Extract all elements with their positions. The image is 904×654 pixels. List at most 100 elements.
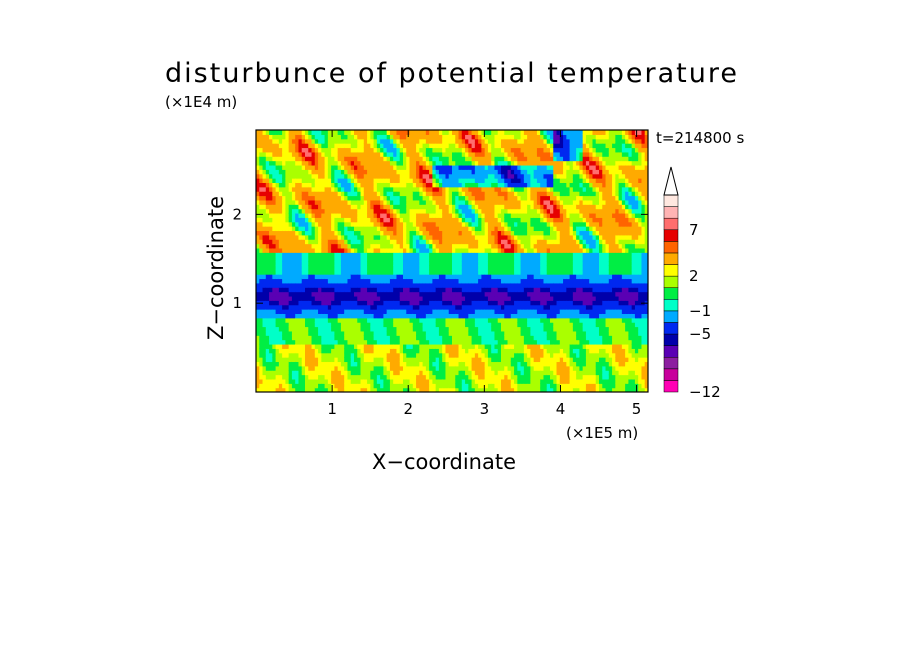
field-cell (278, 173, 283, 179)
field-cell (491, 186, 496, 192)
field-cell (272, 274, 277, 280)
field-cell (314, 348, 319, 354)
field-cell (422, 317, 427, 323)
field-cell (337, 173, 342, 179)
field-cell (256, 282, 260, 288)
field-cell (308, 130, 313, 135)
field-cell (350, 265, 355, 271)
field-cell (301, 199, 306, 205)
field-cell (497, 217, 502, 223)
field-cell (429, 330, 433, 336)
field-cell (363, 221, 368, 227)
field-cell (383, 138, 388, 144)
field-cell (311, 378, 316, 384)
field-cell (416, 212, 420, 218)
field-cell (510, 182, 515, 188)
field-cell (380, 282, 384, 288)
field-cell (494, 239, 499, 245)
field-cell (501, 309, 505, 314)
field-cell (278, 156, 283, 162)
field-cell (288, 378, 293, 384)
field-cell (288, 156, 293, 162)
field-cell (354, 195, 358, 201)
field-cell (360, 304, 365, 310)
field-cell (455, 199, 460, 205)
field-cell (308, 365, 313, 371)
field-cell (308, 143, 313, 149)
field-cell (288, 361, 293, 367)
field-cell (321, 339, 326, 345)
field-cell (494, 309, 499, 314)
field-cell (412, 156, 417, 162)
field-cell (504, 387, 509, 392)
field-cell (367, 191, 371, 197)
field-cell (432, 343, 437, 349)
field-cell (406, 217, 411, 223)
field-cell (452, 317, 456, 323)
field-cell (422, 326, 427, 332)
field-cell (494, 130, 499, 135)
field-cell (305, 370, 309, 376)
field-cell (298, 265, 303, 271)
field-cell (438, 265, 443, 271)
field-cell (367, 295, 371, 301)
field-cell (334, 261, 339, 266)
field-cell (288, 339, 293, 345)
field-cell (461, 295, 466, 301)
field-cell (403, 269, 407, 275)
field-cell (471, 322, 476, 328)
field-cell (301, 130, 306, 135)
field-cell (324, 252, 329, 258)
field-cell (458, 387, 463, 392)
field-cell (331, 147, 335, 153)
field-cell (291, 173, 296, 179)
field-cell (350, 365, 355, 371)
field-cell (474, 204, 479, 210)
field-cell (334, 230, 339, 236)
field-cell (324, 221, 329, 227)
field-cell (501, 173, 505, 179)
field-cell (269, 173, 273, 179)
field-cell (350, 326, 355, 332)
field-cell (275, 226, 280, 232)
field-cell (337, 317, 342, 323)
field-cell (350, 212, 355, 218)
field-cell (272, 335, 277, 341)
field-cell (396, 173, 401, 179)
field-cell (487, 178, 492, 183)
field-cell (389, 182, 394, 188)
field-cell (507, 348, 512, 354)
field-cell (448, 243, 453, 249)
field-cell (520, 287, 525, 293)
field-cell (340, 274, 345, 280)
field-cell (386, 265, 391, 271)
field-cell (471, 212, 476, 218)
field-cell (363, 348, 368, 354)
field-cell (256, 378, 260, 384)
field-cell (465, 156, 469, 162)
field-cell (357, 265, 362, 271)
field-cell (510, 221, 515, 227)
field-cell (298, 313, 303, 319)
field-cell (507, 147, 512, 153)
field-cell (314, 143, 319, 149)
field-cell (373, 252, 378, 258)
field-cell (429, 243, 433, 249)
field-cell (298, 322, 303, 328)
field-cell (256, 147, 260, 153)
field-cell (288, 217, 293, 223)
field-cell (507, 143, 512, 149)
field-cell (282, 378, 286, 384)
field-cell (295, 269, 300, 275)
field-cell (452, 182, 456, 188)
field-cell (471, 343, 476, 349)
field-cell (321, 343, 326, 349)
field-cell (311, 282, 316, 288)
field-cell (507, 239, 512, 245)
field-cell (399, 156, 404, 162)
field-cell (331, 330, 335, 336)
field-cell (425, 357, 430, 363)
field-cell (262, 361, 267, 367)
field-cell (429, 204, 433, 210)
field-cell (455, 143, 460, 149)
